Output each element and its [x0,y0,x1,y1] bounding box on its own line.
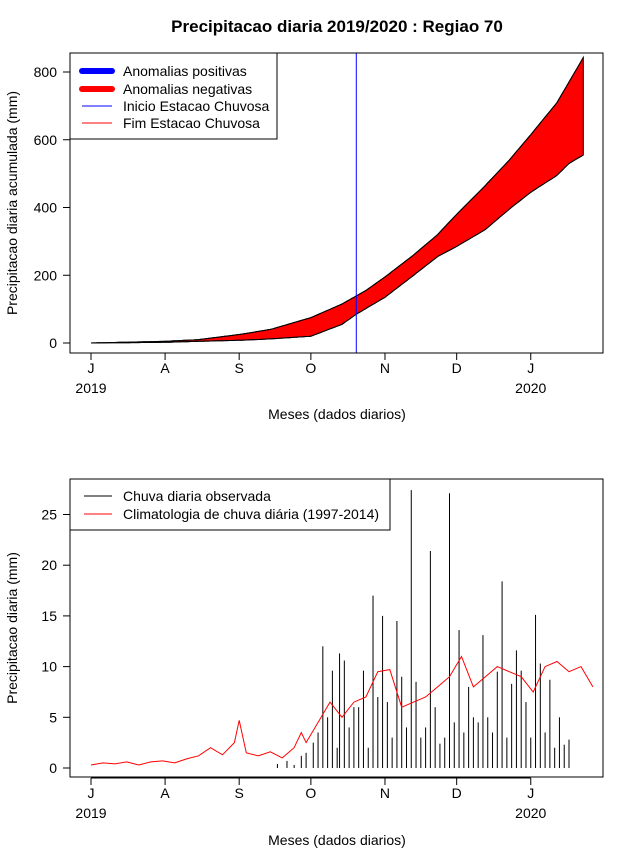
y-tick-label: 20 [41,557,57,573]
bottom-x-axis: J 2019 A S O N D J 2020 [75,777,547,821]
x-tick-label: D [452,785,462,801]
y-tick-label: 25 [41,507,57,523]
top-plot-area [90,53,584,353]
bottom-legend-box [69,478,391,531]
x-tick-label: J [527,785,534,801]
panel-daily: 0 5 10 15 20 25 J 2019 A S O N D J 2020 Meses (dados … [4,478,604,848]
x-year-label: 2020 [515,805,546,821]
legend-positive-label: Anomalias positivas [123,63,247,79]
x-tick-label: J [88,785,95,801]
y-tick-label: 5 [49,709,57,725]
y-tick-label: 0 [49,335,57,351]
x-tick-label: J [88,360,95,376]
legend-observed-label: Chuva diaria observada [123,488,271,504]
y-tick-label: 15 [41,608,57,624]
top-y-axis-label: Precipitacao diaria acumulada (mm) [4,91,20,315]
x-tick-label: J [527,360,534,376]
bottom-y-axis-label: Precipitacao diaria (mm) [4,552,20,704]
y-tick-label: 600 [34,132,58,148]
y-tick-label: 400 [34,200,58,216]
x-tick-label: N [380,785,390,801]
bottom-legend: Chuva diaria observada Climatologia de c… [69,478,391,531]
bottom-plot-area [90,490,594,768]
x-tick-label: A [160,785,170,801]
y-tick-label: 10 [41,659,57,675]
x-tick-label: D [452,360,462,376]
top-y-axis: 0 200 400 600 800 [34,64,71,351]
top-x-axis: J 2019 A S O N D J 2020 [75,352,547,396]
legend-rain-start-label: Inicio Estacao Chuvosa [123,98,270,114]
top-legend: Anomalias positivas Anomalias negativas … [69,52,278,140]
top-x-axis-label: Meses (dados diarios) [268,406,406,422]
climatology-cumulative-line [90,57,584,344]
figure-title: Precipitacao diaria 2019/2020 : Regiao 7… [171,17,503,36]
panel-cumulative: 0 200 400 600 800 J 2019 A S O N D J 2020 Meses (dad… [4,52,604,422]
y-tick-label: 0 [49,760,57,776]
x-year-label: 2019 [75,380,106,396]
bottom-y-axis: 0 5 10 15 20 25 [41,507,71,776]
x-tick-label: N [380,360,390,376]
climatology-daily-line [90,655,594,766]
top-legend-box [69,52,278,140]
x-year-label: 2020 [515,380,546,396]
bottom-x-axis-label: Meses (dados diarios) [268,832,406,848]
legend-negative-label: Anomalias negativas [123,81,252,97]
legend-climatology-label: Climatologia de chuva diária (1997-2014) [123,506,379,522]
x-tick-label: S [235,360,244,376]
x-tick-label: O [305,360,316,376]
x-year-label: 2019 [75,805,106,821]
x-tick-label: O [305,785,316,801]
legend-rain-end-label: Fim Estacao Chuvosa [123,115,260,131]
y-tick-label: 200 [34,267,58,283]
x-tick-label: A [160,360,170,376]
x-tick-label: S [235,785,244,801]
observed-cumulative-line [91,154,584,344]
y-tick-label: 800 [34,64,58,80]
